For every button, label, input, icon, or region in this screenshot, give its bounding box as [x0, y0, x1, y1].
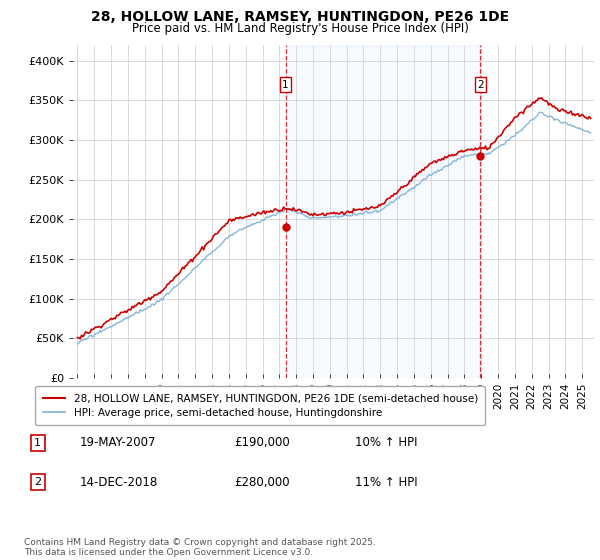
Text: 14-DEC-2018: 14-DEC-2018 [79, 475, 157, 488]
Text: £280,000: £280,000 [234, 475, 289, 488]
Text: 2: 2 [34, 477, 41, 487]
Text: 1: 1 [34, 438, 41, 448]
Text: 2: 2 [477, 80, 484, 90]
Text: Price paid vs. HM Land Registry's House Price Index (HPI): Price paid vs. HM Land Registry's House … [131, 22, 469, 35]
Text: 1: 1 [282, 80, 289, 90]
Text: Contains HM Land Registry data © Crown copyright and database right 2025.
This d: Contains HM Land Registry data © Crown c… [24, 538, 376, 557]
Text: £190,000: £190,000 [234, 436, 290, 449]
Text: 10% ↑ HPI: 10% ↑ HPI [355, 436, 418, 449]
Text: 19-MAY-2007: 19-MAY-2007 [79, 436, 156, 449]
Text: 28, HOLLOW LANE, RAMSEY, HUNTINGDON, PE26 1DE: 28, HOLLOW LANE, RAMSEY, HUNTINGDON, PE2… [91, 10, 509, 24]
Bar [286, 45, 481, 378]
Legend: 28, HOLLOW LANE, RAMSEY, HUNTINGDON, PE26 1DE (semi-detached house), HPI: Averag: 28, HOLLOW LANE, RAMSEY, HUNTINGDON, PE2… [35, 386, 485, 425]
Text: 11% ↑ HPI: 11% ↑ HPI [355, 475, 418, 488]
